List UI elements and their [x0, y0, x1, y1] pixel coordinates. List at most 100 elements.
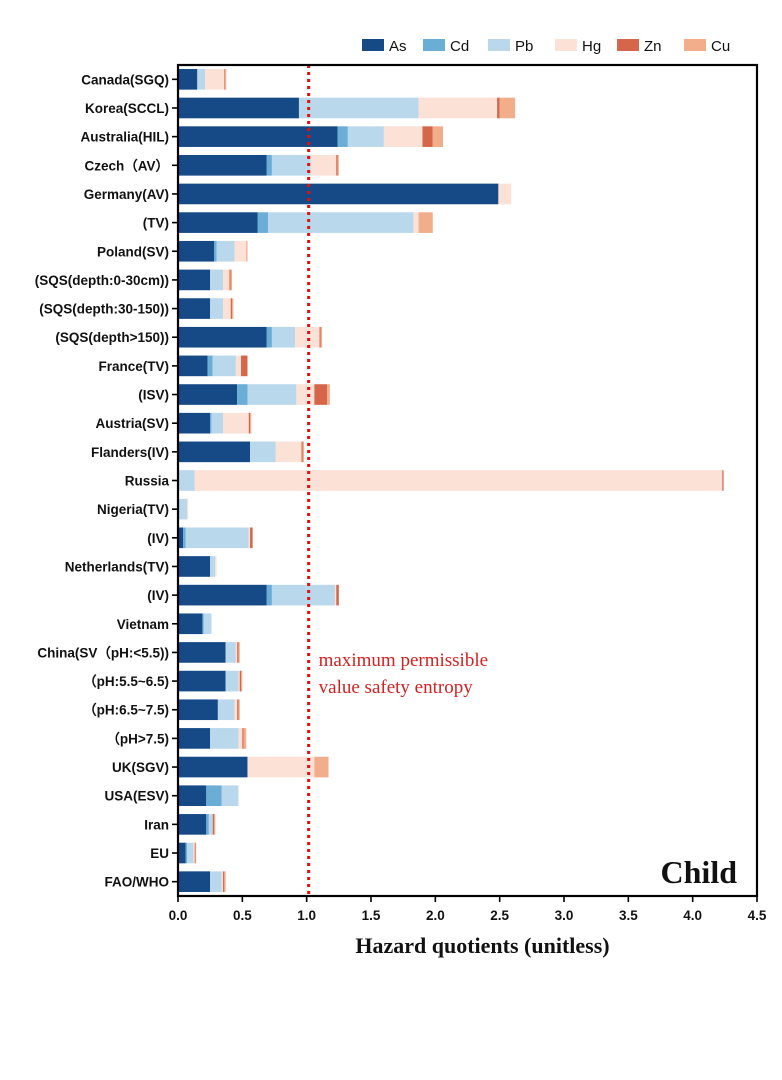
bar-as-20 — [178, 642, 226, 663]
bar-pb-17 — [210, 556, 216, 577]
bar-zn-13 — [301, 441, 303, 463]
legend-label-cu: Cu — [711, 38, 730, 55]
bar-cd-3 — [266, 154, 272, 176]
bar-as-7 — [178, 269, 211, 291]
bar-cu-8 — [232, 298, 234, 319]
bar-cu-0 — [224, 69, 227, 90]
bar-pb-1 — [298, 97, 419, 119]
bar-pb-8 — [210, 298, 224, 319]
x-tick-label: 1.0 — [297, 908, 316, 923]
bar-hg-18 — [334, 584, 337, 606]
bar-as-8 — [178, 298, 211, 319]
bar-pb-3 — [271, 154, 311, 176]
bar-as-26 — [178, 814, 207, 835]
bar-as-12 — [178, 412, 211, 434]
bar-pb-5 — [268, 212, 414, 233]
bar-as-2 — [178, 126, 338, 147]
bar-cd-18 — [266, 584, 272, 606]
x-tick-label: 4.0 — [683, 908, 702, 923]
bar-cu-22 — [238, 699, 240, 721]
bar-hg-15 — [187, 498, 189, 520]
bar-cd-27 — [185, 842, 188, 864]
bar-hg-13 — [275, 441, 302, 463]
bar-as-4 — [178, 183, 499, 205]
bar-zn-10 — [241, 355, 248, 377]
bar-pb-19 — [203, 613, 212, 635]
bar-pb-26 — [208, 814, 213, 835]
y-tick-label: USA(ESV) — [104, 789, 169, 804]
y-tick-label: Germany(AV) — [84, 187, 169, 202]
y-tick-label: (SQS(depth:30-150)) — [39, 302, 169, 317]
bar-as-6 — [178, 240, 215, 262]
x-axis: 0.0 0.5 1.0 1.5 2.0 2.5 3.0 3.5 4.0 4.5 — [169, 896, 767, 923]
bar-pb-11 — [247, 384, 297, 405]
bar-cd-26 — [206, 814, 209, 835]
y-tick-label: （pH>7.5) — [106, 731, 169, 746]
bar-pb-25 — [221, 785, 239, 807]
y-tick-label: Russia — [125, 474, 170, 489]
bar-hg-24 — [247, 756, 315, 778]
bar-pb-21 — [225, 670, 239, 692]
bar-hg-16 — [248, 527, 251, 549]
bar-hg-5 — [413, 212, 419, 233]
bar-pb-15 — [179, 498, 188, 520]
bar-cd-16 — [183, 527, 186, 549]
bar-zn-12 — [248, 412, 251, 434]
bar-pb-18 — [271, 584, 335, 606]
x-tick-label: 0.0 — [169, 908, 188, 923]
bar-cd-10 — [207, 355, 213, 377]
bar-zn-3 — [336, 154, 338, 176]
y-tick-label: (IV) — [147, 531, 169, 546]
bar-cd-19 — [202, 613, 204, 635]
bar-hg-14 — [194, 470, 723, 491]
bar-zn-28 — [223, 871, 225, 892]
bar-pb-12 — [211, 412, 224, 434]
bar-as-27 — [178, 842, 186, 864]
bar-zn-8 — [230, 298, 233, 319]
y-tick-label: (IV) — [147, 588, 169, 603]
y-tick-label: (TV) — [143, 216, 169, 231]
bar-cu-1 — [499, 97, 516, 119]
bar-as-28 — [178, 871, 211, 892]
bar-cd-2 — [337, 126, 348, 147]
y-tick-label: Flanders(IV) — [91, 445, 169, 460]
bar-cu-2 — [432, 126, 444, 147]
bar-zn-0 — [224, 69, 226, 90]
bar-pb-27 — [187, 842, 194, 864]
y-tick-label: Korea(SCCL) — [85, 101, 169, 116]
bar-cu-7 — [230, 269, 233, 291]
bar-hg-27 — [193, 842, 195, 864]
bar-cu-23 — [243, 728, 247, 749]
bar-zn-26 — [212, 814, 215, 835]
bar-cu-6 — [246, 240, 248, 262]
bar-pb-10 — [212, 355, 236, 377]
bar-zn-1 — [497, 97, 500, 119]
y-tick-label: (SQS(depth:0-30cm)) — [35, 273, 169, 288]
bar-cu-21 — [241, 670, 243, 692]
bar-cu-9 — [320, 326, 323, 348]
bar-as-1 — [178, 97, 299, 119]
bar-zn-27 — [194, 842, 196, 864]
x-tick-label: 3.0 — [555, 908, 574, 923]
y-tick-label: （pH:5.5~6.5) — [83, 674, 169, 689]
bar-as-19 — [178, 613, 203, 635]
bar-as-11 — [178, 384, 238, 405]
legend-swatch-cd — [423, 39, 445, 51]
annotation-line-1: maximum permissible — [319, 650, 488, 671]
bar-cu-24 — [314, 756, 329, 778]
bar-zn-9 — [319, 326, 321, 348]
legend-swatch-cu — [684, 39, 706, 51]
bar-as-16 — [178, 527, 184, 549]
bar-cd-6 — [214, 240, 217, 262]
x-tick-label: 1.5 — [362, 908, 381, 923]
bar-hg-23 — [238, 728, 243, 749]
bar-cd-11 — [237, 384, 248, 405]
bar-hg-1 — [418, 97, 498, 119]
y-tick-label: UK(SGV) — [112, 760, 169, 775]
panel-label: Child — [661, 854, 738, 890]
legend-label-hg: Hg — [582, 38, 601, 55]
legend-label-pb: Pb — [515, 38, 533, 55]
bar-hg-10 — [235, 355, 242, 377]
bar-cu-3 — [337, 154, 339, 176]
